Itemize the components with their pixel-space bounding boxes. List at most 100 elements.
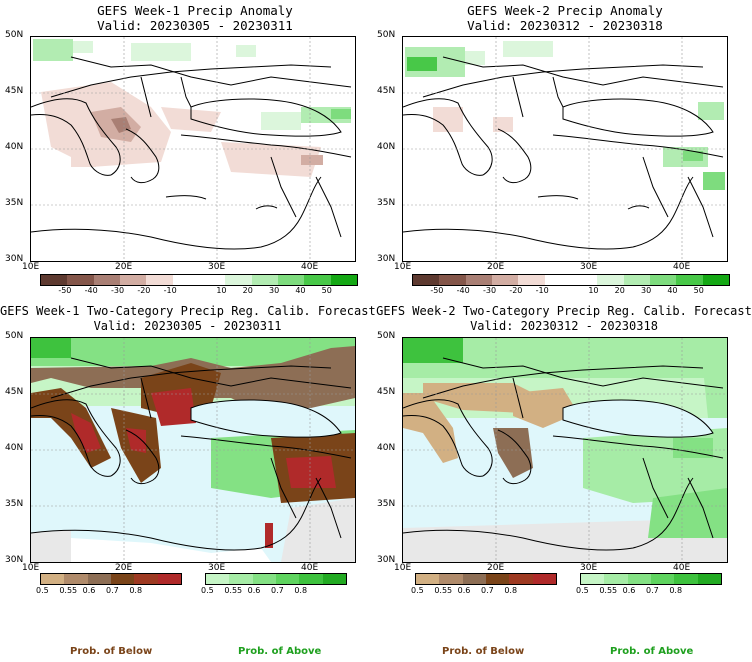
anomaly-colorbar-label: 20 [614,286,625,295]
anomaly-colorbar-1 [40,274,358,286]
probability-colorbar-label: 0.8 [129,586,143,595]
colorbar-swatch [702,275,729,285]
anomaly-colorbar-label: 50 [693,286,704,295]
lat-label: 30N [5,555,24,565]
probability-colorbar-label: 0.55 [434,586,453,595]
lon-label: 10E [394,563,412,573]
colorbar-swatch [206,574,230,584]
lon-label: 30E [208,262,226,272]
colorbar-swatch [416,574,440,584]
lat-label: 45N [377,387,396,397]
colorbar-swatch [146,275,173,285]
colorbar-swatch [157,574,181,584]
anomaly-colorbar-label: 40 [295,286,306,295]
anomaly-colorbar-label: 10 [216,286,227,295]
colorbar-swatch [134,574,158,584]
lon-label: 40E [301,563,319,573]
colorbar-swatch [330,275,357,285]
lon-label: 30E [580,563,598,573]
colorbar-swatch [676,275,703,285]
colorbar-swatch [64,574,88,584]
lat-label: 45N [377,86,396,96]
below-colorbar-1 [40,573,182,585]
anomaly-colorbar-label: -10 [535,286,549,295]
anomaly-colorbar-label: -30 [483,286,497,295]
probability-colorbar-label: 0.55 [599,586,618,595]
anomaly-colorbar-label: 40 [667,286,678,295]
colorbar-swatch [509,574,533,584]
lon-label: 10E [22,563,40,573]
colorbar-swatch [439,275,466,285]
prob-below-label-1: Prob. of Below [70,646,153,657]
probability-colorbar-label: 0.55 [59,586,78,595]
colorbar-swatch [570,275,598,285]
gridlines [31,37,355,261]
gridlines [31,338,355,562]
probability-colorbar-label: 0.6 [457,586,471,595]
panel-4-title: GEFS Week-2 Two-Category Precip Reg. Cal… [376,304,752,333]
colorbar-swatch [251,275,278,285]
lat-label: 30N [377,254,396,264]
probability-colorbar-label: 0.5 [201,586,214,595]
probability-colorbar-label: 0.7 [646,586,659,595]
anomaly-colorbar-label: 20 [242,286,253,295]
colorbar-swatch [299,574,323,584]
anomaly-wet-north [33,39,73,61]
lat-label: 45N [5,387,24,397]
lat-label: 45N [5,86,24,96]
anomaly-colorbar-label: -20 [137,286,151,295]
lon-label: 30E [580,262,598,272]
gridlines [403,37,727,261]
probability-colorbar-label: 0.8 [294,586,308,595]
lat-label: 40N [377,443,396,453]
colorbar-swatch [413,275,440,285]
probability-colorbar-label: 0.6 [82,586,96,595]
colorbar-swatch [304,275,331,285]
probability-colorbar-label: 0.5 [411,586,424,595]
lat-label: 40N [5,142,24,152]
colorbar-swatch [110,574,135,584]
colorbar-swatch [581,574,605,584]
colorbar-swatch [252,574,276,584]
lat-label: 50N [377,331,396,341]
colorbar-swatch [650,574,675,584]
probability-colorbar-label: 0.6 [247,586,261,595]
anomaly-colorbar-label: -10 [163,286,177,295]
colorbar-swatch [485,574,510,584]
coastlines [403,357,724,551]
colorbar-swatch [597,275,624,285]
anomaly-colorbar-label: -30 [111,286,125,295]
week1-anomaly-map [30,36,356,262]
colorbar-swatch [41,574,65,584]
probability-colorbar-label: 0.8 [504,586,518,595]
probability-colorbar-label: 0.5 [576,586,589,595]
anomaly-colorbar-label: 10 [588,286,599,295]
colorbar-swatch [439,574,463,584]
colorbar-swatch [544,275,571,285]
anomaly-colorbar-label: 30 [269,286,280,295]
lat-label: 35N [5,198,24,208]
week2-anomaly-map [402,36,728,262]
probability-colorbar-label: 0.5 [36,586,49,595]
colorbar-swatch [275,574,300,584]
colorbar-swatch [225,275,252,285]
colorbar-swatch [532,574,556,584]
anomaly-colorbar-label: -40 [84,286,98,295]
lat-label: 35N [377,198,396,208]
probability-shading [403,338,727,562]
lat-label: 35N [5,499,24,509]
prob-below-label-2: Prob. of Below [442,646,525,657]
anomaly-colorbar-label: 30 [641,286,652,295]
lat-label: 40N [5,443,24,453]
colorbar-swatch [462,574,486,584]
panel-3-title: GEFS Week-1 Two-Category Precip Reg. Cal… [0,304,376,333]
anomaly-shading [405,41,725,190]
anomaly-colorbar-2 [412,274,730,286]
colorbar-swatch [518,275,545,285]
colorbar-swatch [277,275,305,285]
anomaly-colorbar-label: 50 [321,286,332,295]
gridlines [403,338,727,562]
prob-above-label-1: Prob. of Above [238,646,322,657]
lat-label: 50N [5,30,24,40]
lon-label: 10E [22,262,40,272]
